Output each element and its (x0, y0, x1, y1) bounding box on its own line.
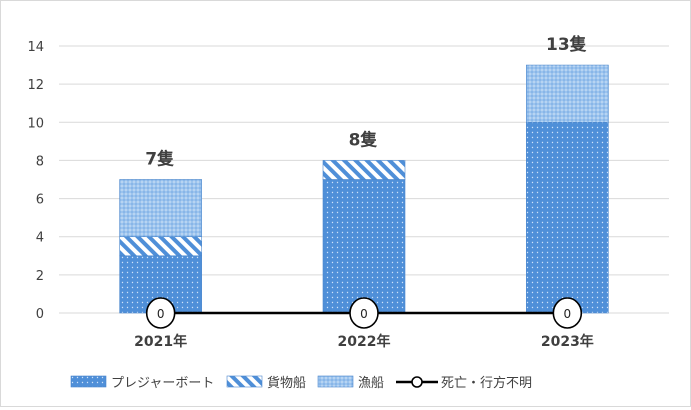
x-tick-label: 2021年 (134, 333, 187, 350)
y-tick-label: 8 (36, 154, 44, 169)
legend-label: 貨物船 (267, 375, 306, 391)
x-tick-label: 2023年 (541, 333, 594, 350)
line-data-label: 0 (157, 307, 165, 321)
y-tick-label: 10 (27, 116, 44, 131)
bar-segment (526, 64, 609, 123)
bar-total-label: 13隻 (546, 34, 587, 55)
bar-segment (322, 160, 406, 180)
y-tick-label: 2 (36, 269, 44, 284)
bars (119, 64, 609, 314)
y-tick-label: 6 (36, 193, 44, 208)
bar-total-label: 8隻 (349, 129, 378, 150)
bar-total-label: 7隻 (145, 149, 174, 170)
y-tick-label: 4 (36, 231, 44, 246)
legend: プレジャーボート 貨物船 漁船 死亡・行方不明 (70, 375, 532, 391)
line-data-label: 0 (360, 307, 368, 321)
legend-swatch (226, 375, 263, 388)
line-marker (145, 297, 176, 329)
bar-segment (322, 179, 406, 314)
line-marker (349, 297, 379, 329)
bar-segment (119, 179, 202, 238)
legend-line-marker (411, 376, 423, 388)
y-tick-label: 0 (36, 307, 44, 322)
y-tick-label: 14 (27, 40, 44, 55)
total-labels: 7隻 8隻 13隻 (145, 34, 586, 169)
line-series: 0 0 0 (145, 297, 583, 329)
legend-label: プレジャーボート (111, 376, 214, 391)
line-marker (552, 297, 583, 329)
x-tick-label: 2022年 (338, 333, 391, 350)
bar-segment (119, 236, 202, 257)
y-axis-ticks: 0 2 4 6 8 10 12 14 (27, 40, 44, 322)
y-tick-label: 12 (27, 78, 44, 93)
legend-swatch (317, 375, 354, 388)
x-axis-ticks: 2021年 2022年 2023年 (134, 333, 594, 350)
line-data-label: 0 (564, 307, 572, 321)
legend-swatch (70, 375, 107, 388)
legend-label: 死亡・行方不明 (441, 375, 532, 391)
bar-segment (526, 121, 609, 314)
legend-label: 漁船 (358, 376, 384, 391)
